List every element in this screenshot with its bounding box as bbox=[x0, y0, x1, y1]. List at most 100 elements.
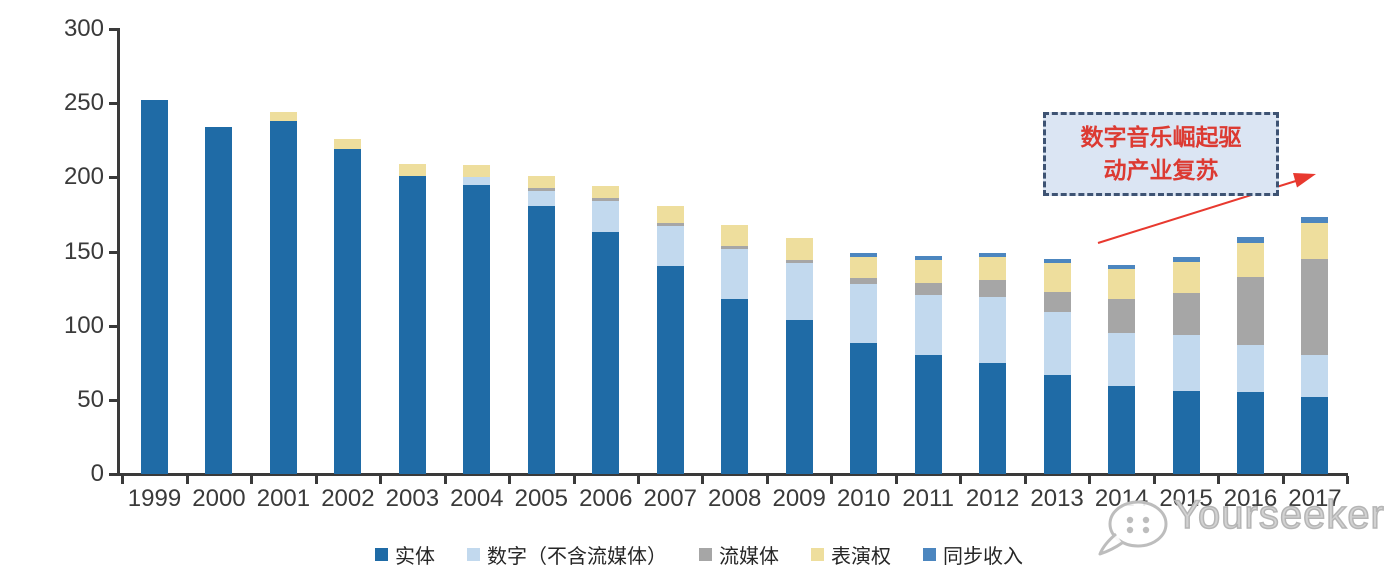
bar-segment-2015-表演权 bbox=[1172, 261, 1200, 294]
bar-segment-2004-实体 bbox=[463, 184, 491, 474]
bar-segment-2011-数字（不含流媒体） bbox=[914, 294, 942, 356]
bar-segment-2012-表演权 bbox=[979, 257, 1007, 280]
y-tick bbox=[109, 398, 117, 402]
x-tick bbox=[1281, 476, 1285, 484]
x-tick bbox=[959, 476, 963, 484]
bar-segment-2016-同步收入 bbox=[1236, 236, 1264, 243]
bar-segment-2008-数字（不含流媒体） bbox=[721, 248, 749, 299]
bar-segment-2011-流媒体 bbox=[914, 282, 942, 295]
x-tick bbox=[765, 476, 769, 484]
bar-segment-2006-流媒体 bbox=[592, 198, 620, 202]
x-tick bbox=[508, 476, 512, 484]
y-tick-label: 300 bbox=[63, 15, 104, 42]
x-tick bbox=[443, 476, 447, 484]
bar-segment-2001-表演权 bbox=[269, 112, 297, 121]
x-tick bbox=[1088, 476, 1092, 484]
x-tick-label: 2012 bbox=[965, 485, 1020, 512]
legend-label: 表演权 bbox=[831, 546, 891, 568]
bar-segment-2009-表演权 bbox=[785, 238, 813, 261]
x-tick bbox=[637, 476, 641, 484]
bar-segment-2013-实体 bbox=[1043, 374, 1071, 474]
bar-segment-2016-流媒体 bbox=[1236, 276, 1264, 345]
y-tick bbox=[109, 250, 117, 254]
bar-segment-2013-表演权 bbox=[1043, 263, 1071, 292]
bar-segment-2014-数字（不含流媒体） bbox=[1108, 333, 1136, 387]
bar-segment-2013-同步收入 bbox=[1043, 258, 1071, 264]
legend-item-0: 实体 bbox=[375, 540, 435, 569]
bar-segment-2014-表演权 bbox=[1108, 269, 1136, 299]
bar-segment-2007-流媒体 bbox=[656, 223, 684, 227]
y-tick bbox=[109, 102, 117, 106]
x-tick bbox=[185, 476, 189, 484]
bar-segment-2016-数字（不含流媒体） bbox=[1236, 344, 1264, 393]
bar-segment-2005-实体 bbox=[527, 205, 555, 474]
bar-segment-2005-表演权 bbox=[527, 175, 555, 188]
bar-segment-2015-流媒体 bbox=[1172, 293, 1200, 335]
bar-segment-2017-数字（不含流媒体） bbox=[1301, 355, 1329, 397]
x-tick-label: 2011 bbox=[902, 485, 954, 512]
bar-segment-2009-流媒体 bbox=[785, 260, 813, 264]
bar-segment-2011-实体 bbox=[914, 355, 942, 474]
bar-segment-2008-实体 bbox=[721, 298, 749, 474]
bar-segment-2014-同步收入 bbox=[1108, 264, 1136, 270]
legend-swatch-icon bbox=[375, 548, 388, 561]
x-tick-label: 2001 bbox=[256, 485, 311, 512]
annotation-line1: 数字音乐崛起驱 bbox=[1080, 125, 1242, 150]
x-tick bbox=[121, 476, 125, 484]
x-tick-label: 2006 bbox=[579, 485, 633, 512]
x-tick bbox=[894, 476, 898, 484]
bar-segment-2007-表演权 bbox=[656, 205, 684, 224]
x-tick-label: 2016 bbox=[1223, 485, 1278, 512]
y-tick bbox=[109, 176, 117, 180]
x-tick-label: 1999 bbox=[127, 485, 182, 512]
legend-label: 同步收入 bbox=[943, 546, 1023, 568]
bar-segment-2014-流媒体 bbox=[1108, 298, 1136, 334]
bar-segment-2017-同步收入 bbox=[1301, 217, 1329, 224]
x-tick-label: 2003 bbox=[385, 485, 440, 512]
legend-item-2: 流媒体 bbox=[699, 540, 779, 569]
bar-segment-2003-表演权 bbox=[398, 163, 426, 176]
x-tick-label: 2017 bbox=[1288, 485, 1342, 512]
legend-item-3: 表演权 bbox=[811, 540, 891, 569]
y-tick bbox=[109, 473, 117, 476]
bar-segment-2015-数字（不含流媒体） bbox=[1172, 334, 1200, 391]
bar-segment-2004-表演权 bbox=[463, 165, 491, 178]
bar-segment-2007-数字（不含流媒体） bbox=[656, 226, 684, 267]
y-tick-label: 0 bbox=[90, 460, 104, 487]
bar-segment-2010-实体 bbox=[850, 343, 878, 474]
annotation-callout: 数字音乐崛起驱 动产业复苏 bbox=[1043, 112, 1279, 196]
bar-segment-2002-实体 bbox=[334, 149, 362, 474]
bar-segment-2017-实体 bbox=[1301, 396, 1329, 474]
bar-segment-2007-实体 bbox=[656, 266, 684, 474]
bar-segment-2004-数字（不含流媒体） bbox=[463, 177, 491, 185]
bar-segment-2017-流媒体 bbox=[1301, 258, 1329, 356]
watermark-text: Yourseeker bbox=[1173, 492, 1385, 538]
bar-segment-2012-数字（不含流媒体） bbox=[979, 297, 1007, 363]
bar-segment-2009-实体 bbox=[785, 319, 813, 474]
bar-segment-2010-数字（不含流媒体） bbox=[850, 284, 878, 344]
y-tick bbox=[109, 28, 117, 31]
x-tick-label: 2000 bbox=[192, 485, 246, 512]
bar-segment-2002-表演权 bbox=[334, 138, 362, 150]
bar-segment-2011-表演权 bbox=[914, 260, 942, 283]
legend: 实体 数字（不含流媒体） 流媒体 表演权 同步收入 bbox=[0, 540, 1398, 569]
x-tick bbox=[701, 476, 705, 484]
bar-segment-2006-实体 bbox=[592, 232, 620, 474]
legend-swatch-icon bbox=[467, 548, 480, 561]
x-tick-label: 2015 bbox=[1159, 485, 1213, 512]
x-tick bbox=[572, 476, 576, 484]
legend-swatch-icon bbox=[699, 548, 712, 561]
x-tick bbox=[250, 476, 254, 484]
legend-label: 数字（不含流媒体） bbox=[487, 546, 667, 568]
bar-segment-2015-实体 bbox=[1172, 390, 1200, 474]
y-axis bbox=[117, 28, 120, 476]
watermark: Yourseeker bbox=[1096, 492, 1385, 556]
speech-bubble-face-icon bbox=[1098, 500, 1168, 556]
y-tick bbox=[109, 324, 117, 328]
x-axis bbox=[117, 473, 1348, 476]
x-tick bbox=[1152, 476, 1156, 484]
bar-segment-2001-实体 bbox=[269, 120, 297, 474]
bar-segment-2005-流媒体 bbox=[527, 187, 555, 191]
x-tick-label: 2005 bbox=[514, 485, 568, 512]
